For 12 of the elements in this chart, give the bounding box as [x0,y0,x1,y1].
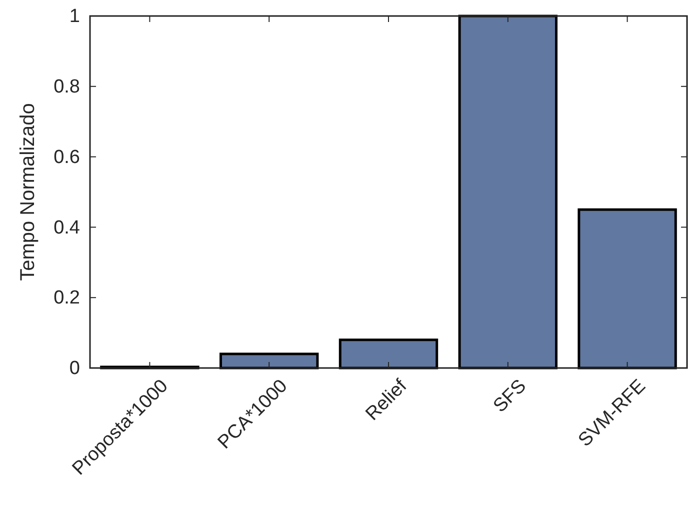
y-axis-title: Tempo Normalizado [17,103,39,281]
bar [219,352,319,370]
y-tick-label: 0.4 [54,217,80,238]
y-tick-label: 0.8 [54,76,80,98]
y-tick-label: 0 [69,358,80,380]
y-tick-label: 0.6 [54,146,80,168]
bar [578,208,677,370]
y-tick-label: 0.2 [54,288,80,309]
bar [458,14,558,370]
bar [338,338,438,370]
x-tick-label: SFS [490,376,530,417]
y-tick-label: 1 [69,6,80,28]
